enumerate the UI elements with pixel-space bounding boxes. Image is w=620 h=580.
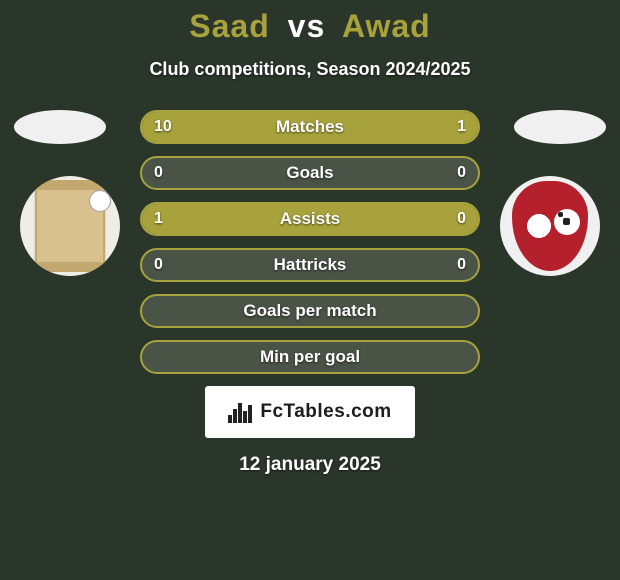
player1-name: Saad [189,8,269,44]
stat-label: Goals per match [142,296,478,326]
stat-row: Goals per match [140,294,480,328]
player2-name: Awad [342,8,431,44]
player1-club-crest [20,176,120,276]
soccer-ball-icon [89,190,111,212]
stat-row: Min per goal [140,340,480,374]
stat-label: Hattricks [142,250,478,280]
stat-label: Min per goal [142,342,478,372]
stat-value-left: 1 [154,204,163,234]
stat-value-left: 10 [154,112,172,142]
stat-value-right: 0 [457,158,466,188]
scroll-icon [35,184,105,268]
watermark-box: FcTables.com [205,386,415,438]
stat-row: Goals0 0 [140,156,480,190]
stat-row: Hattricks0 0 [140,248,480,282]
stat-label: Matches [142,112,478,142]
stat-bars: Matches101Goals00Assists10Hattricks00Goa… [140,110,480,386]
shield-icon [512,181,588,271]
player1-photo-placeholder [14,110,106,144]
stat-label: Goals [142,158,478,188]
stat-value-right: 0 [457,204,466,234]
content: Saad vs Awad Club competitions, Season 2… [0,0,620,580]
subtitle: Club competitions, Season 2024/2025 [0,59,620,80]
stat-row: Matches10 1 [140,110,480,144]
soccer-ball-icon [554,209,580,235]
stat-value-right: 0 [457,250,466,280]
date-label: 12 january 2025 [0,454,620,476]
stat-value-left: 0 [154,158,163,188]
watermark-text: FcTables.com [260,401,391,423]
fctables-logo-icon [228,401,254,423]
player2-photo-placeholder [514,110,606,144]
stat-label: Assists [142,204,478,234]
page-title: Saad vs Awad [0,0,620,45]
player2-club-crest [500,176,600,276]
stat-value-left: 0 [154,250,163,280]
comparison-area: Matches101Goals00Assists10Hattricks00Goa… [0,110,620,380]
stat-row: Assists1 0 [140,202,480,236]
stat-value-right: 1 [457,112,466,142]
vs-label: vs [288,8,326,44]
